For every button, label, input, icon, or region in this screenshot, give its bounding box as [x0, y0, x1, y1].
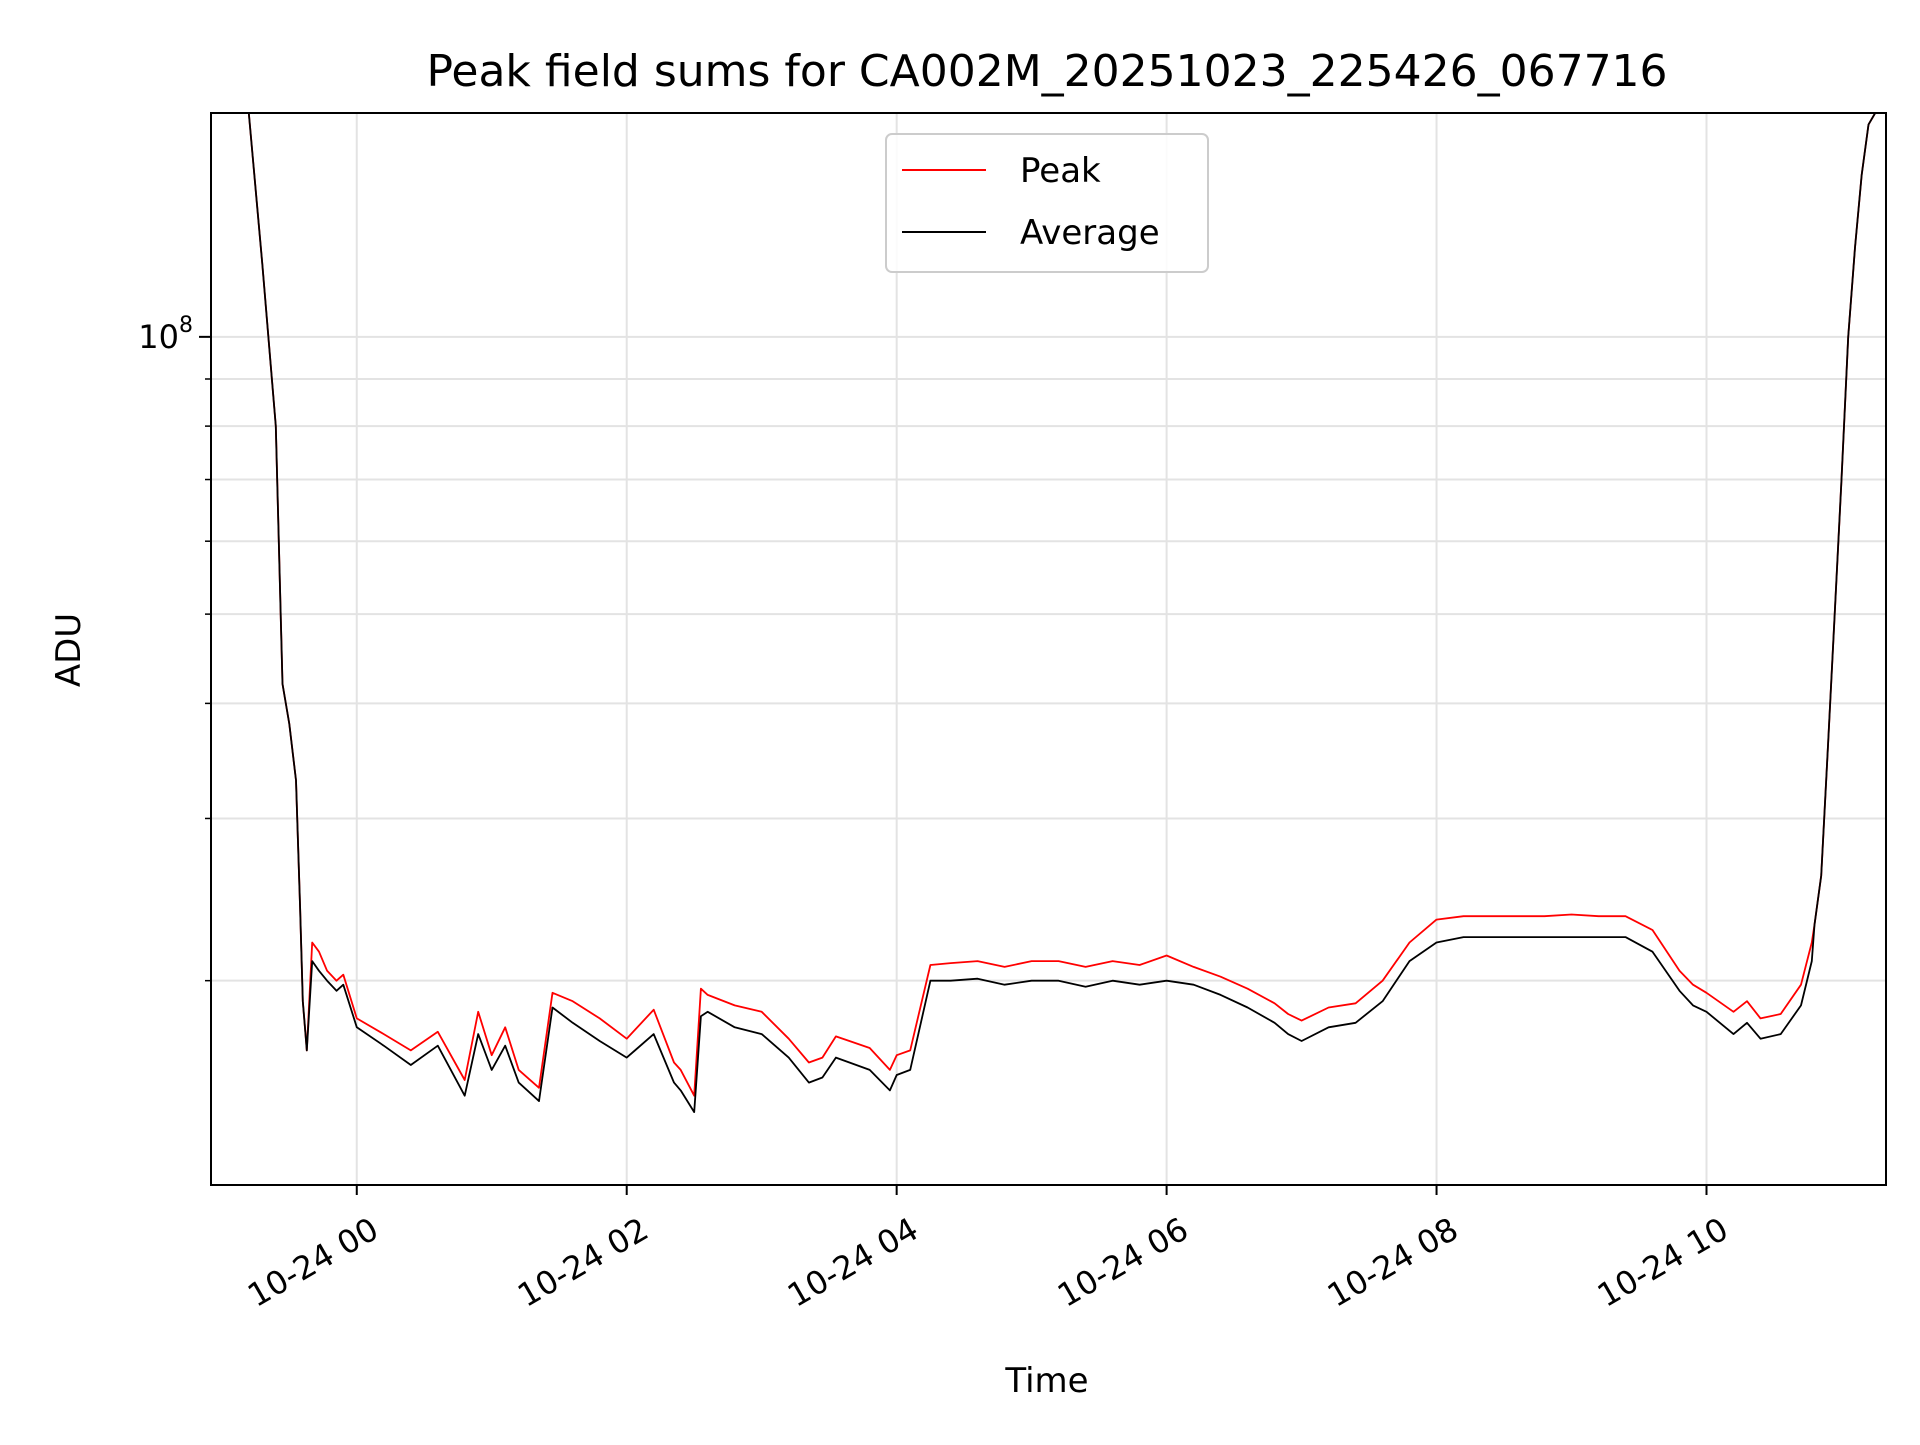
legend-box — [885, 133, 1209, 273]
chart-title: Peak field sums for CA002M_20251023_2254… — [426, 46, 1667, 97]
y-tick-label-exponent-0: 8 — [179, 313, 193, 338]
legend-label-peak: Peak — [1020, 151, 1101, 191]
y-axis-label: ADU — [49, 613, 89, 687]
series-line-average — [247, 113, 1876, 1113]
grid-layer — [211, 113, 1886, 1185]
x-axis-label: Time — [1004, 1361, 1088, 1401]
y-tick-label-base-0: 10 — [138, 318, 179, 356]
plot-frame — [210, 112, 1887, 1186]
series-line-peak — [247, 113, 1876, 1097]
y-tick-label-0: 108 — [138, 313, 193, 356]
legend: Peak Average — [885, 133, 1209, 273]
series-layer — [247, 113, 1876, 1113]
legend-label-average: Average — [1020, 213, 1160, 253]
